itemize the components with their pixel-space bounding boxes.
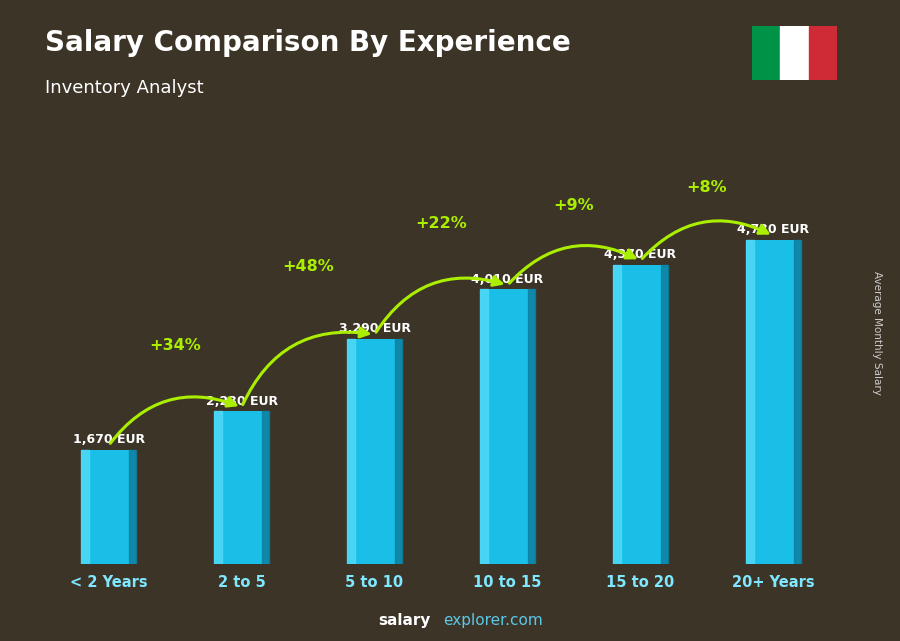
Text: Inventory Analyst: Inventory Analyst	[45, 79, 203, 97]
Text: +9%: +9%	[554, 198, 594, 213]
Bar	[346, 338, 402, 564]
Text: +8%: +8%	[687, 180, 727, 196]
Bar	[130, 449, 136, 564]
Text: 3,290 EUR: 3,290 EUR	[338, 322, 410, 335]
Bar	[528, 289, 536, 564]
Bar	[746, 240, 801, 564]
Bar	[613, 265, 668, 564]
Bar	[480, 289, 488, 564]
Text: Salary Comparison By Experience: Salary Comparison By Experience	[45, 29, 571, 57]
Text: salary: salary	[378, 613, 430, 628]
Text: +48%: +48%	[283, 258, 334, 274]
Bar	[752, 26, 780, 80]
Bar	[480, 289, 536, 564]
Bar	[794, 240, 801, 564]
Bar	[214, 412, 222, 564]
Bar	[662, 265, 668, 564]
Text: Average Monthly Salary: Average Monthly Salary	[872, 271, 883, 395]
Bar	[81, 449, 136, 564]
Bar	[746, 240, 754, 564]
Text: +34%: +34%	[149, 338, 201, 353]
Bar	[808, 26, 837, 80]
Bar	[262, 412, 269, 564]
Bar	[613, 265, 621, 564]
Bar	[81, 449, 89, 564]
Text: 2,230 EUR: 2,230 EUR	[205, 394, 278, 408]
Bar	[346, 338, 356, 564]
Text: 4,730 EUR: 4,730 EUR	[737, 223, 809, 237]
Bar	[395, 338, 402, 564]
Text: 1,670 EUR: 1,670 EUR	[73, 433, 145, 446]
Bar	[780, 26, 808, 80]
Bar	[214, 412, 269, 564]
Text: explorer.com: explorer.com	[443, 613, 543, 628]
Text: 4,010 EUR: 4,010 EUR	[472, 272, 544, 285]
Text: 4,370 EUR: 4,370 EUR	[604, 248, 677, 261]
Text: +22%: +22%	[415, 216, 467, 231]
